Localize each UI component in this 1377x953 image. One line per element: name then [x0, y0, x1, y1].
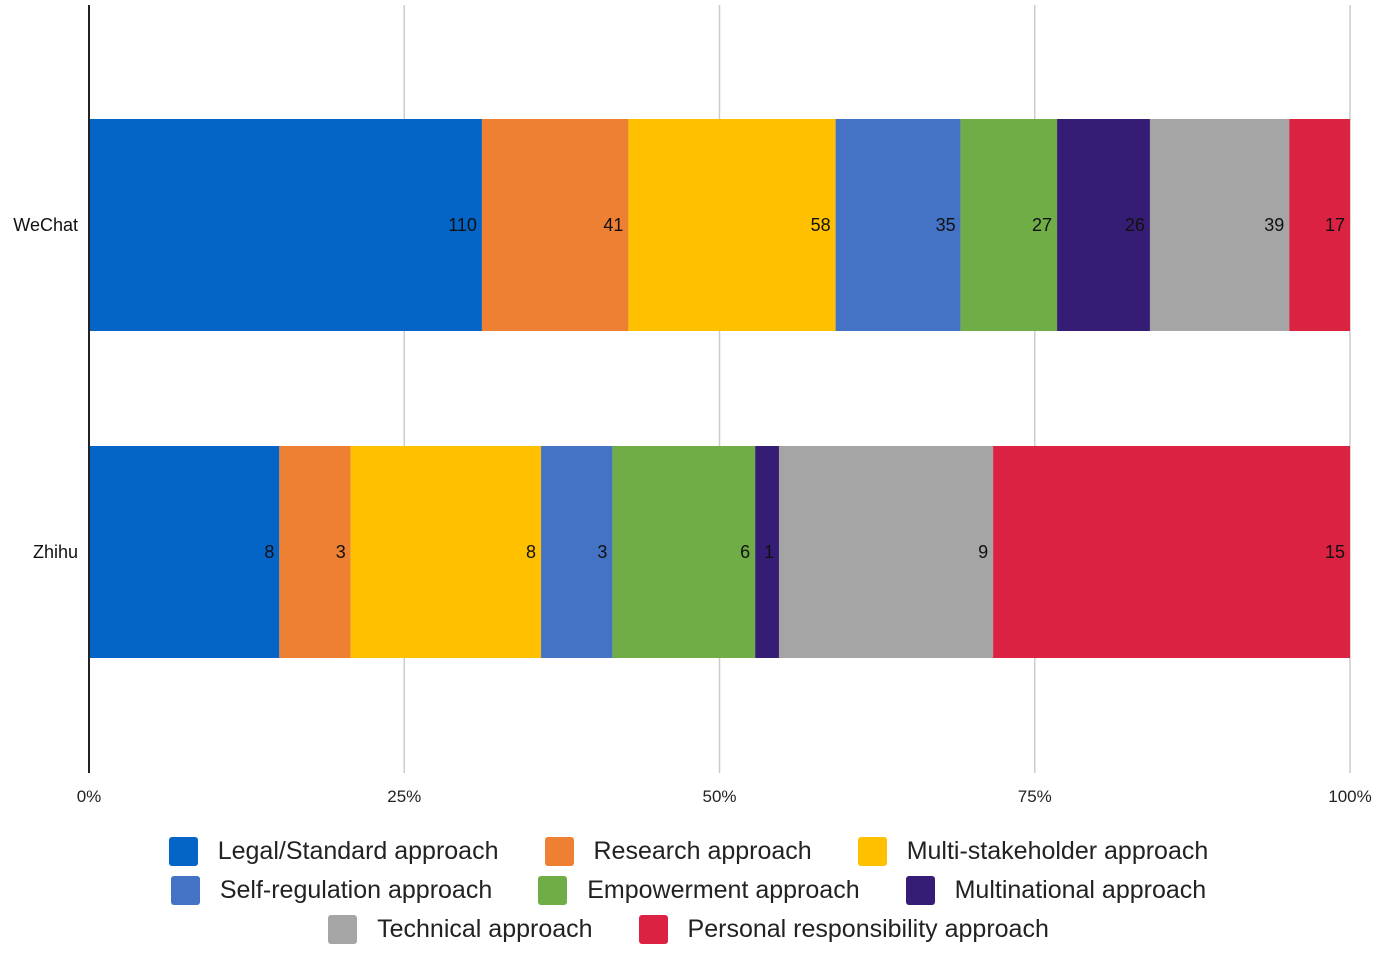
bar-segment [778, 446, 994, 658]
legend-item-self-regulation: Self-regulation approach [170, 876, 493, 905]
legend-swatch [168, 837, 198, 866]
data-label: 41 [603, 215, 623, 235]
bar-segment [89, 446, 280, 658]
category-label: Zhihu [33, 542, 78, 562]
legend-item-multi-stakeholder: Multi-stakeholder approach [857, 837, 1209, 866]
legend-swatch [170, 876, 200, 905]
data-label: 15 [1325, 542, 1345, 562]
data-label: 3 [597, 542, 607, 562]
legend-swatch [905, 876, 935, 905]
legend-swatch [538, 876, 568, 905]
bar-segment [1057, 119, 1150, 331]
legend-swatch [638, 915, 668, 944]
legend-label: Technical approach [377, 915, 593, 943]
bar-segment [1289, 119, 1350, 331]
data-label: 3 [336, 542, 346, 562]
bar-segment [481, 119, 629, 331]
legend-row-1: Legal/Standard approach Research approac… [0, 832, 1377, 871]
category-label: WeChat [13, 215, 78, 235]
x-tick-label: 0% [77, 787, 102, 806]
data-label: 26 [1125, 215, 1145, 235]
legend: Legal/Standard approach Research approac… [0, 832, 1377, 949]
bar-segment [541, 446, 613, 658]
legend-swatch [544, 837, 574, 866]
data-label: 58 [811, 215, 831, 235]
bar-segment [755, 446, 779, 658]
x-tick-label: 100% [1328, 787, 1371, 806]
bar-segment [960, 119, 1058, 331]
data-label: 110 [448, 215, 477, 235]
stacked-bar-chart: 110 41 58 35 27 26 39 17 8 3 8 3 6 1 9 15 0% 25% 50% 75% 10… [13, 5, 1372, 806]
legend-item-multinational: Multinational approach [905, 876, 1207, 905]
bar-segment [612, 446, 756, 658]
bar-segment [628, 119, 836, 331]
legend-item-technical: Technical approach [328, 915, 593, 944]
x-tick-label: 25% [387, 787, 421, 806]
legend-label: Multi-stakeholder approach [906, 837, 1209, 865]
legend-item-personal-responsibility: Personal responsibility approach [638, 915, 1049, 944]
x-tick-label: 75% [1018, 787, 1052, 806]
legend-label: Multinational approach [954, 876, 1207, 904]
legend-swatch [328, 915, 358, 944]
data-label: 35 [936, 215, 956, 235]
bar-segment [993, 446, 1350, 658]
legend-label: Research approach [593, 837, 812, 865]
legend-label: Empowerment approach [587, 876, 860, 904]
bar-segment [350, 446, 542, 658]
legend-item-legal-standard: Legal/Standard approach [168, 837, 499, 866]
legend-label: Personal responsibility approach [687, 915, 1049, 943]
bar-segment [279, 446, 351, 658]
data-label: 1 [764, 542, 774, 562]
legend-row-2: Self-regulation approach Empowerment app… [0, 871, 1377, 910]
bar-segment [89, 119, 482, 331]
data-label: 27 [1032, 215, 1052, 235]
bar-segment [835, 119, 961, 331]
legend-item-research: Research approach [544, 837, 812, 866]
legend-item-empowerment: Empowerment approach [538, 876, 860, 905]
data-label: 9 [978, 542, 988, 562]
bar-segment [1149, 119, 1290, 331]
legend-label: Legal/Standard approach [217, 837, 499, 865]
data-label: 6 [740, 542, 750, 562]
legend-swatch [857, 837, 887, 866]
x-tick-label: 50% [702, 787, 736, 806]
legend-label: Self-regulation approach [219, 876, 493, 904]
data-label: 8 [264, 542, 274, 562]
data-label: 8 [526, 542, 536, 562]
legend-row-3: Technical approach Personal responsibili… [0, 910, 1377, 949]
data-label: 17 [1325, 215, 1345, 235]
data-label: 39 [1264, 215, 1284, 235]
